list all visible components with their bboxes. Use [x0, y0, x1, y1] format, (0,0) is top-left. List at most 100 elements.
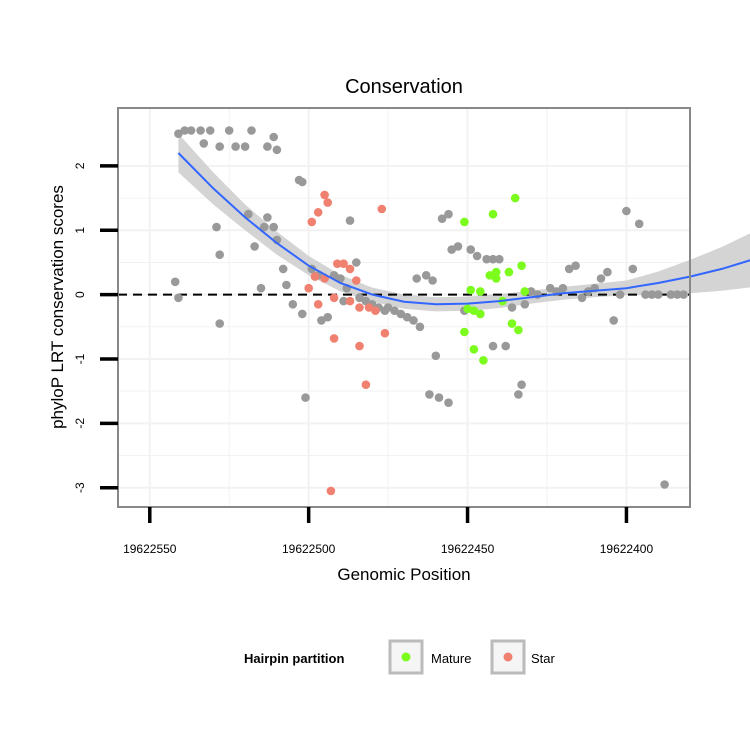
- point-other: [564, 264, 574, 274]
- legend-label-star: Star: [531, 651, 556, 666]
- point-other: [571, 261, 580, 271]
- point-star: [380, 328, 390, 338]
- point-other: [355, 293, 364, 303]
- point-mature: [520, 287, 530, 296]
- point-other: [603, 267, 612, 277]
- point-mature: [469, 306, 479, 316]
- point-other: [634, 219, 644, 229]
- point-other: [647, 290, 657, 299]
- point-other: [269, 222, 279, 232]
- point-mature: [476, 309, 485, 319]
- point-other: [558, 283, 568, 293]
- point-other: [428, 276, 437, 285]
- point-other: [482, 254, 491, 264]
- point-other: [488, 254, 498, 264]
- point-other: [622, 206, 631, 216]
- point-other: [495, 254, 504, 264]
- point-other: [288, 300, 298, 309]
- point-star: [313, 300, 323, 309]
- point-star: [329, 334, 339, 343]
- point-other: [444, 398, 453, 408]
- point-mature: [507, 319, 517, 328]
- point-other: [244, 209, 253, 219]
- x-axis-label: Genomic Position: [337, 565, 470, 584]
- point-other: [520, 300, 530, 309]
- point-other: [174, 293, 183, 303]
- legend-entry-star: Star: [490, 639, 556, 675]
- point-other: [679, 290, 688, 299]
- point-star: [345, 264, 355, 274]
- point-other: [660, 480, 669, 489]
- point-star: [329, 293, 339, 303]
- point-mature: [460, 327, 469, 337]
- point-star: [339, 259, 348, 269]
- point-other: [259, 222, 269, 232]
- point-other: [186, 126, 196, 135]
- y-tick-label: 1: [73, 227, 87, 234]
- point-other: [421, 271, 431, 280]
- chart-title: Conservation: [345, 76, 463, 98]
- y-axis-label: phyloP LRT conservation scores: [48, 185, 67, 429]
- legend-title: Hairpin partition: [244, 651, 344, 666]
- point-other: [431, 351, 441, 361]
- point-star: [355, 303, 364, 312]
- smooth-line: [177, 152, 750, 306]
- point-other: [278, 264, 288, 274]
- point-other: [641, 290, 650, 299]
- point-other: [205, 126, 215, 135]
- point-other: [409, 316, 418, 325]
- point-other: [673, 290, 682, 299]
- x-tick-label: 19622450: [441, 542, 495, 556]
- point-other: [263, 142, 272, 151]
- point-mature: [466, 285, 476, 295]
- point-other: [352, 258, 361, 267]
- x-tick-label: 19622550: [123, 542, 177, 556]
- point-star: [313, 208, 323, 217]
- point-star: [323, 198, 333, 207]
- point-other: [272, 145, 282, 155]
- point-other: [336, 274, 345, 283]
- point-other: [666, 290, 676, 299]
- confidence-band: [178, 133, 750, 312]
- point-other: [215, 250, 224, 259]
- legend-swatch-mature: [401, 652, 411, 662]
- point-mature: [491, 267, 501, 277]
- x-tick-label: 19622400: [600, 542, 654, 556]
- x-tick-label: 19622500: [282, 542, 336, 556]
- point-mature: [517, 261, 526, 271]
- point-other: [250, 242, 259, 251]
- point-other: [434, 393, 444, 402]
- y-tick-label: 0: [73, 291, 87, 298]
- point-other: [247, 126, 256, 135]
- point-star: [326, 486, 336, 496]
- point-other: [212, 222, 221, 232]
- point-star: [310, 272, 320, 281]
- plot-frame: [117, 107, 691, 508]
- point-other: [301, 393, 310, 402]
- point-mature: [479, 356, 488, 365]
- point-mature: [504, 267, 514, 277]
- point-other: [282, 280, 291, 290]
- y-tick-label: -3: [73, 482, 87, 493]
- point-other: [609, 316, 618, 325]
- point-other: [170, 277, 180, 287]
- point-mature: [460, 217, 469, 227]
- point-other: [488, 341, 498, 351]
- point-other: [215, 319, 224, 328]
- point-star: [307, 217, 317, 227]
- point-other: [298, 177, 307, 187]
- point-other: [526, 287, 536, 296]
- point-other: [231, 142, 240, 151]
- point-other: [345, 216, 355, 225]
- point-star: [345, 296, 355, 306]
- legend-entry-mature: Mature: [388, 639, 471, 675]
- legend-swatch-star: [503, 652, 513, 662]
- point-other: [444, 209, 453, 219]
- point-other: [269, 132, 279, 142]
- point-other: [517, 380, 526, 390]
- point-other: [224, 126, 234, 135]
- point-other: [256, 283, 266, 293]
- point-other: [466, 245, 476, 254]
- point-star: [371, 306, 380, 316]
